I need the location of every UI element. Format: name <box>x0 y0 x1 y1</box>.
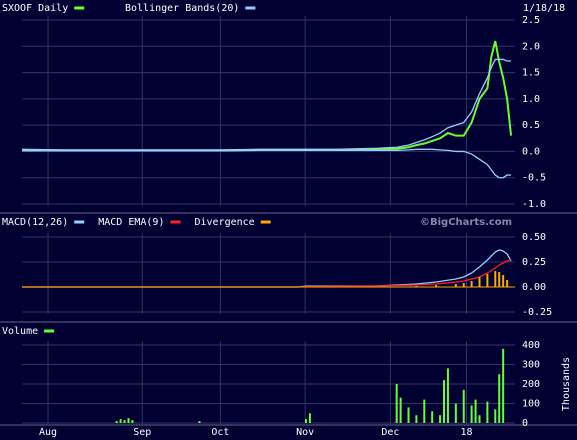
bar <box>494 409 497 423</box>
legend-label: MACD(12,26) <box>2 217 68 228</box>
bar <box>470 405 473 423</box>
bar <box>431 411 434 423</box>
bar <box>474 399 477 423</box>
x-tick-label: Dec <box>381 427 399 438</box>
legend-label: MACD EMA(9) <box>98 217 164 228</box>
y-tick-label: 300 <box>522 360 540 371</box>
y-tick-label: 0.50 <box>522 232 546 243</box>
bar <box>486 274 489 287</box>
y-tick-label: -0.25 <box>522 307 552 318</box>
bar <box>123 420 126 423</box>
y-tick-label: 0.0 <box>522 146 540 157</box>
bar <box>478 415 481 423</box>
bar <box>506 280 509 287</box>
bar <box>494 271 497 287</box>
date-label: 1/18/18 <box>523 3 565 14</box>
bar <box>498 272 501 287</box>
bar <box>454 284 457 287</box>
bar <box>439 415 442 423</box>
y-tick-label: -0.5 <box>522 173 546 184</box>
y-tick-label: 0 <box>522 418 528 429</box>
bar <box>399 397 402 423</box>
x-tick-label: Sep <box>133 427 151 438</box>
y-tick-label: 2.5 <box>522 15 540 26</box>
legend-label: Bollinger Bands(20) <box>125 3 239 14</box>
legend-label: Volume <box>2 326 38 337</box>
bar <box>198 421 201 423</box>
bar <box>502 275 505 287</box>
legend-label: Divergence <box>194 217 254 228</box>
y-tick-label: -1.0 <box>522 199 546 210</box>
y-tick-label: 2.0 <box>522 41 540 52</box>
bar <box>486 401 489 423</box>
y-tick-label: 0.25 <box>522 257 546 268</box>
bar <box>478 277 481 287</box>
bar <box>115 421 118 423</box>
y-tick-label: 0.00 <box>522 282 546 293</box>
bar <box>308 413 311 423</box>
line <box>22 259 512 288</box>
y-tick-label: 0.5 <box>522 120 540 131</box>
bar <box>127 418 130 423</box>
line <box>22 148 512 179</box>
bar <box>435 285 438 287</box>
bar <box>502 348 505 423</box>
bar <box>415 415 418 423</box>
bar <box>443 380 446 423</box>
bar <box>423 399 426 423</box>
bar <box>462 283 465 287</box>
x-tick-label: Nov <box>296 427 314 438</box>
x-tick-label: Oct <box>211 427 229 438</box>
y-tick-label: 1.0 <box>522 94 540 105</box>
y-tick-label: 400 <box>522 340 540 351</box>
bar <box>395 384 398 423</box>
bar <box>462 389 465 423</box>
bar <box>407 407 410 423</box>
bar <box>119 419 122 423</box>
bar <box>470 281 473 287</box>
y-tick-label: 100 <box>522 399 540 410</box>
bar <box>304 419 307 423</box>
x-tick-label: Aug <box>39 427 57 438</box>
legend-label: SXOOF Daily <box>2 3 68 14</box>
bar <box>446 368 449 423</box>
bar <box>454 403 457 423</box>
x-tick-label: 18 <box>460 427 472 438</box>
line <box>21 58 512 151</box>
bar <box>498 374 501 423</box>
y-tick-label: 200 <box>522 379 540 390</box>
y-axis-label: Thousands <box>561 357 572 411</box>
y-tick-label: 1.5 <box>522 68 540 79</box>
watermark: ©BigCharts.com <box>420 217 512 228</box>
bar <box>131 420 134 423</box>
